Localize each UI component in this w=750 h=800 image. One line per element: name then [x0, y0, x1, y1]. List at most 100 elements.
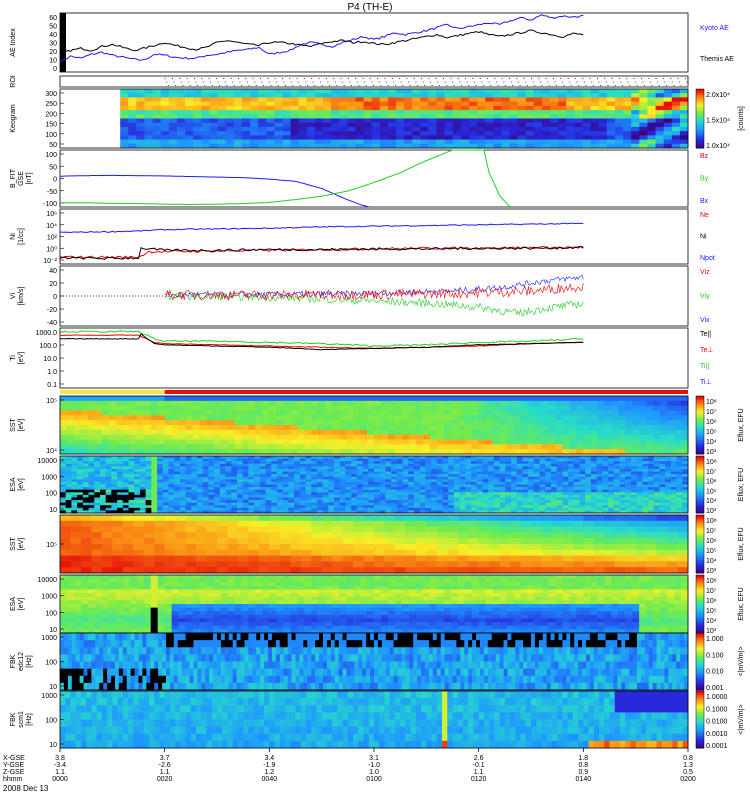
keogram-cell [541, 118, 551, 124]
keogram-cell [152, 105, 162, 111]
esa_ion-cell [482, 494, 489, 498]
sst_ion-cell [290, 396, 298, 402]
esa_ion-cell [476, 466, 483, 470]
sst_ion-cell [276, 400, 284, 407]
esa_ion-cell [562, 458, 569, 462]
sst_ion-cell [304, 444, 312, 450]
keogram-cell [185, 97, 194, 103]
esa_ion-cell [339, 476, 346, 480]
esa_ion-cell [105, 510, 112, 514]
keogram-cell [160, 122, 170, 128]
sst_ion-cell [178, 439, 186, 445]
esa_ion-cell [139, 507, 147, 511]
keogram-cell [566, 131, 575, 136]
sst_ion-cell [450, 434, 459, 440]
sst_ion-cell [506, 444, 514, 450]
sst_ion-colorbar-cell [696, 428, 704, 432]
esa_ion-cell [157, 502, 164, 506]
esa_ion-cell [311, 484, 318, 488]
esa_ion-cell [636, 463, 643, 467]
esa_ion-colorbar-cell [696, 503, 704, 506]
keogram-cell [371, 93, 381, 98]
keogram-cell [339, 135, 348, 140]
keogram-cell [152, 101, 162, 107]
esa_ion-cell [573, 500, 580, 504]
sst_ion-cell [464, 449, 473, 455]
esa_ion-cell [488, 494, 495, 498]
sst_ion-cell [318, 396, 326, 402]
roi-marker [510, 81, 512, 83]
esa_ion-cell [636, 476, 643, 480]
sst_ion-cell [276, 444, 284, 450]
esa_ion-cell [65, 505, 72, 509]
sst_ion-cell [325, 410, 333, 416]
esa_ion-cell [276, 458, 284, 462]
esa_ion-cell [602, 502, 609, 506]
esa_ion-cell [642, 456, 649, 459]
sst_ion-cell [604, 415, 612, 421]
esa_ion-cell [197, 466, 204, 470]
sst_ion-cell [66, 400, 75, 407]
sst_ion-cell [206, 439, 214, 445]
esa_ion-cell [322, 505, 329, 509]
esa_ion-cell [328, 489, 335, 493]
esa_ion-cell [288, 500, 295, 504]
keogram-colorbar-cell [696, 98, 704, 102]
esa_ion-cell [88, 468, 95, 472]
keogram-cell [566, 89, 575, 94]
esa_ion-cell [465, 494, 472, 498]
esa_ion-cell [670, 479, 677, 483]
sst_ion-cell [394, 425, 403, 431]
esa_ion-cell [533, 494, 540, 498]
sst_ion-cell [555, 439, 563, 445]
sst_ion-cell [667, 400, 675, 407]
sst_ion-cell [213, 410, 221, 416]
esa_ion-cell [311, 489, 318, 493]
esa_ion-cell [665, 481, 672, 485]
esa_ion-cell [413, 507, 421, 511]
keogram-cell [517, 97, 527, 103]
esa_ion-cell [328, 471, 335, 475]
esa_ion-cell [630, 458, 638, 462]
keogram-cell [501, 126, 510, 132]
sst_ion-cell [60, 400, 68, 407]
esa_ion-cell [550, 494, 558, 498]
esa_ion-cell [185, 492, 192, 496]
keogram-cell [331, 101, 340, 107]
esa_ion-cell [362, 476, 369, 480]
esa_ion-cell [174, 494, 181, 498]
sst_ion-cell [283, 400, 291, 407]
sst_ion-cell [380, 396, 389, 402]
esa_ion-cell [579, 502, 586, 506]
sst_ion-cell [255, 410, 263, 416]
esa_ion-cell [413, 461, 421, 465]
roi-marker [340, 78, 342, 79]
esa_ion-cell [219, 466, 226, 470]
sst_ion-cell [590, 396, 598, 402]
keogram-cell [574, 122, 583, 128]
esa_ion-cell [682, 492, 689, 496]
sst_ion-cell [436, 400, 445, 407]
sst_ion-cell [164, 439, 173, 445]
esa_ion-cell [248, 505, 255, 509]
keogram-cell [160, 118, 170, 124]
esa_ion-cell [117, 484, 124, 488]
sst_ion-cell [408, 429, 417, 436]
sst_ion-cell [457, 425, 466, 431]
sst_ion-cell [527, 410, 535, 416]
keogram-cell [201, 122, 210, 128]
keogram-cell [566, 118, 575, 124]
keogram-cell [322, 139, 332, 145]
keogram-cell [258, 101, 267, 107]
esa_ion-cell [625, 461, 632, 465]
esa_ion-cell [225, 468, 232, 472]
sst_ion-cell [653, 434, 661, 440]
esa_ion-cell [82, 458, 89, 462]
esa_ion-cell [254, 479, 261, 483]
esa_ion-cell [379, 505, 386, 509]
sst_ion-cell [625, 439, 633, 445]
esa_ion-cell [71, 497, 78, 501]
keogram-cell [144, 89, 154, 94]
esa_ion-cell [179, 502, 186, 506]
esa_ion-cell [202, 471, 209, 475]
